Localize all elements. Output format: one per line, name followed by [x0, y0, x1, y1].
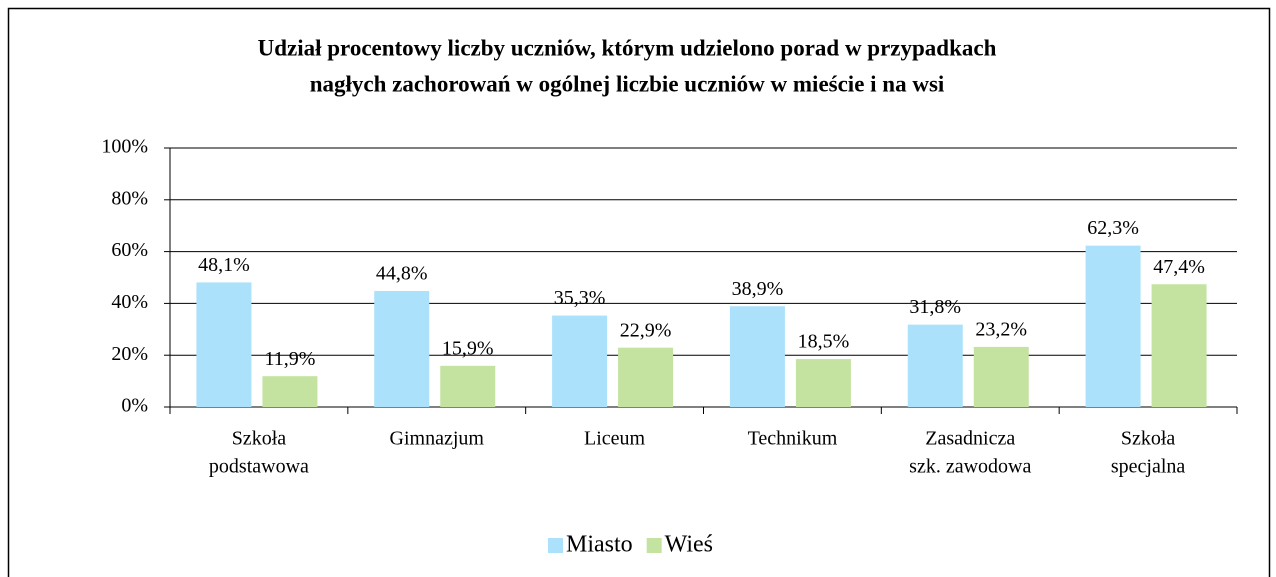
- bar: [196, 282, 252, 407]
- legend-swatch: [646, 538, 662, 553]
- x-tick-label: Technikum: [748, 428, 838, 450]
- x-tick-label: Gimnazjum: [390, 428, 485, 450]
- value-label: 62,3%: [1087, 217, 1139, 239]
- y-tick-label: 60%: [111, 239, 148, 261]
- value-label: 18,5%: [798, 331, 850, 353]
- x-tick-label: specjalna: [1111, 456, 1186, 478]
- x-tick-label: Liceum: [584, 428, 646, 450]
- bar: [374, 290, 430, 407]
- bar: [795, 359, 851, 407]
- value-label: 35,3%: [554, 287, 606, 309]
- x-tick-label: Szkoła: [1121, 428, 1176, 450]
- bar: [973, 346, 1029, 407]
- legend-label: Miasto: [566, 532, 633, 558]
- value-label: 11,9%: [264, 348, 315, 370]
- value-label: 23,2%: [975, 319, 1027, 341]
- value-label: 31,8%: [909, 296, 961, 318]
- y-tick-label: 0%: [121, 395, 148, 417]
- y-tick-label: 80%: [111, 187, 148, 209]
- bar: [262, 376, 318, 407]
- chart-title: nagłych zachorowań w ogólnej liczbie ucz…: [310, 71, 945, 96]
- value-label: 44,8%: [376, 263, 428, 285]
- x-tick-label: Szkoła: [232, 428, 287, 450]
- bar: [1085, 245, 1141, 407]
- bar: [552, 315, 608, 407]
- y-tick-label: 40%: [111, 291, 148, 313]
- value-label: 48,1%: [198, 254, 250, 276]
- value-label: 15,9%: [442, 337, 494, 359]
- bar: [907, 324, 963, 407]
- legend-label: Wieś: [665, 532, 713, 558]
- x-tick-label: Zasadnicza: [925, 428, 1015, 450]
- bar: [729, 306, 785, 407]
- x-tick-label: podstawowa: [209, 456, 309, 478]
- y-tick-label: 20%: [111, 343, 148, 365]
- bar: [618, 347, 674, 407]
- bar: [440, 365, 496, 407]
- bar: [1151, 284, 1207, 407]
- value-label: 38,9%: [732, 278, 784, 300]
- y-tick-label: 100%: [101, 136, 148, 158]
- value-label: 22,9%: [620, 319, 672, 341]
- legend-swatch: [548, 538, 563, 553]
- x-tick-label: szk. zawodowa: [909, 456, 1031, 478]
- value-label: 47,4%: [1153, 256, 1205, 278]
- chart-title: Udział procentowy liczby uczniów, którym…: [258, 35, 997, 60]
